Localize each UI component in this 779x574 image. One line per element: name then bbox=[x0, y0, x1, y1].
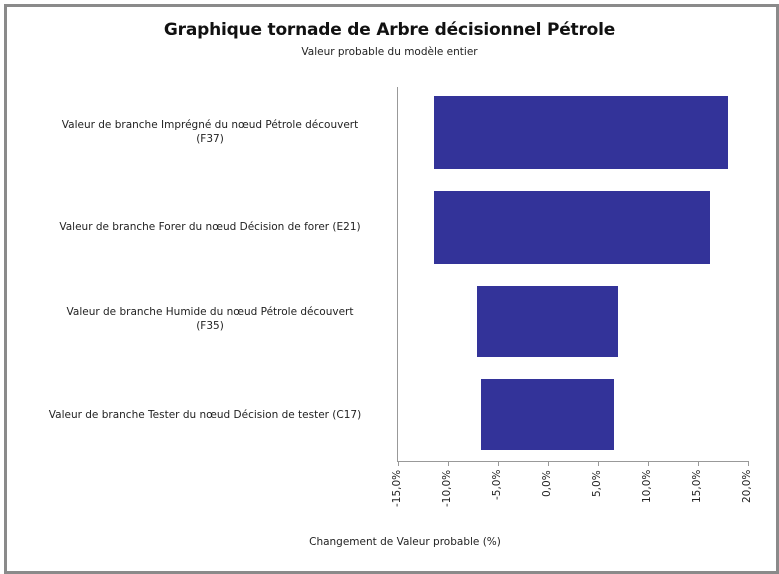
category-label-line: Valeur de branche Tester du nœud Décisio… bbox=[48, 409, 362, 421]
tornado-bar bbox=[481, 379, 614, 450]
chart-title: Graphique tornade de Arbre décisionnel P… bbox=[163, 20, 616, 40]
category-label-f35: Valeur de branche Humide du nœud Pétrole… bbox=[30, 305, 390, 333]
category-label-line: (F35) bbox=[196, 320, 224, 332]
x-tick bbox=[647, 461, 649, 466]
category-label-line: Valeur de branche Imprégné du nœud Pétro… bbox=[61, 119, 359, 131]
x-axis-line bbox=[397, 461, 748, 462]
x-tick bbox=[497, 461, 499, 466]
x-tick bbox=[547, 461, 549, 466]
x-tick bbox=[397, 461, 399, 466]
x-tick-label: 15,0% bbox=[691, 469, 703, 503]
x-tick-label: 5,0% bbox=[591, 470, 603, 497]
category-label-line: (F37) bbox=[196, 133, 224, 145]
chart-subtitle: Valeur probable du modèle entier bbox=[301, 46, 478, 58]
category-label-line: Valeur de branche Forer du nœud Décision… bbox=[59, 221, 361, 233]
tornado-bar bbox=[434, 191, 710, 264]
x-axis-title: Changement de Valeur probable (%) bbox=[309, 536, 501, 548]
tornado-bar bbox=[434, 96, 728, 169]
x-tick-label: -5,0% bbox=[491, 469, 503, 500]
x-tick-label: 0,0% bbox=[541, 470, 553, 497]
x-tick-label: 10,0% bbox=[641, 469, 653, 503]
x-tick bbox=[697, 461, 699, 466]
category-label-f37: Valeur de branche Imprégné du nœud Pétro… bbox=[30, 118, 390, 146]
x-tick bbox=[447, 461, 449, 466]
x-tick bbox=[597, 461, 599, 466]
x-tick-label: -15,0% bbox=[391, 469, 403, 507]
x-tick-label: 20,0% bbox=[741, 469, 753, 503]
x-tick-label: -10,0% bbox=[441, 469, 453, 507]
category-label-c17: Valeur de branche Tester du nœud Décisio… bbox=[20, 408, 390, 422]
category-label-e21: Valeur de branche Forer du nœud Décision… bbox=[30, 220, 390, 234]
category-label-line: Valeur de branche Humide du nœud Pétrole… bbox=[66, 306, 354, 318]
y-axis-line bbox=[397, 87, 398, 462]
tornado-bar bbox=[477, 286, 618, 357]
x-tick bbox=[747, 461, 749, 466]
